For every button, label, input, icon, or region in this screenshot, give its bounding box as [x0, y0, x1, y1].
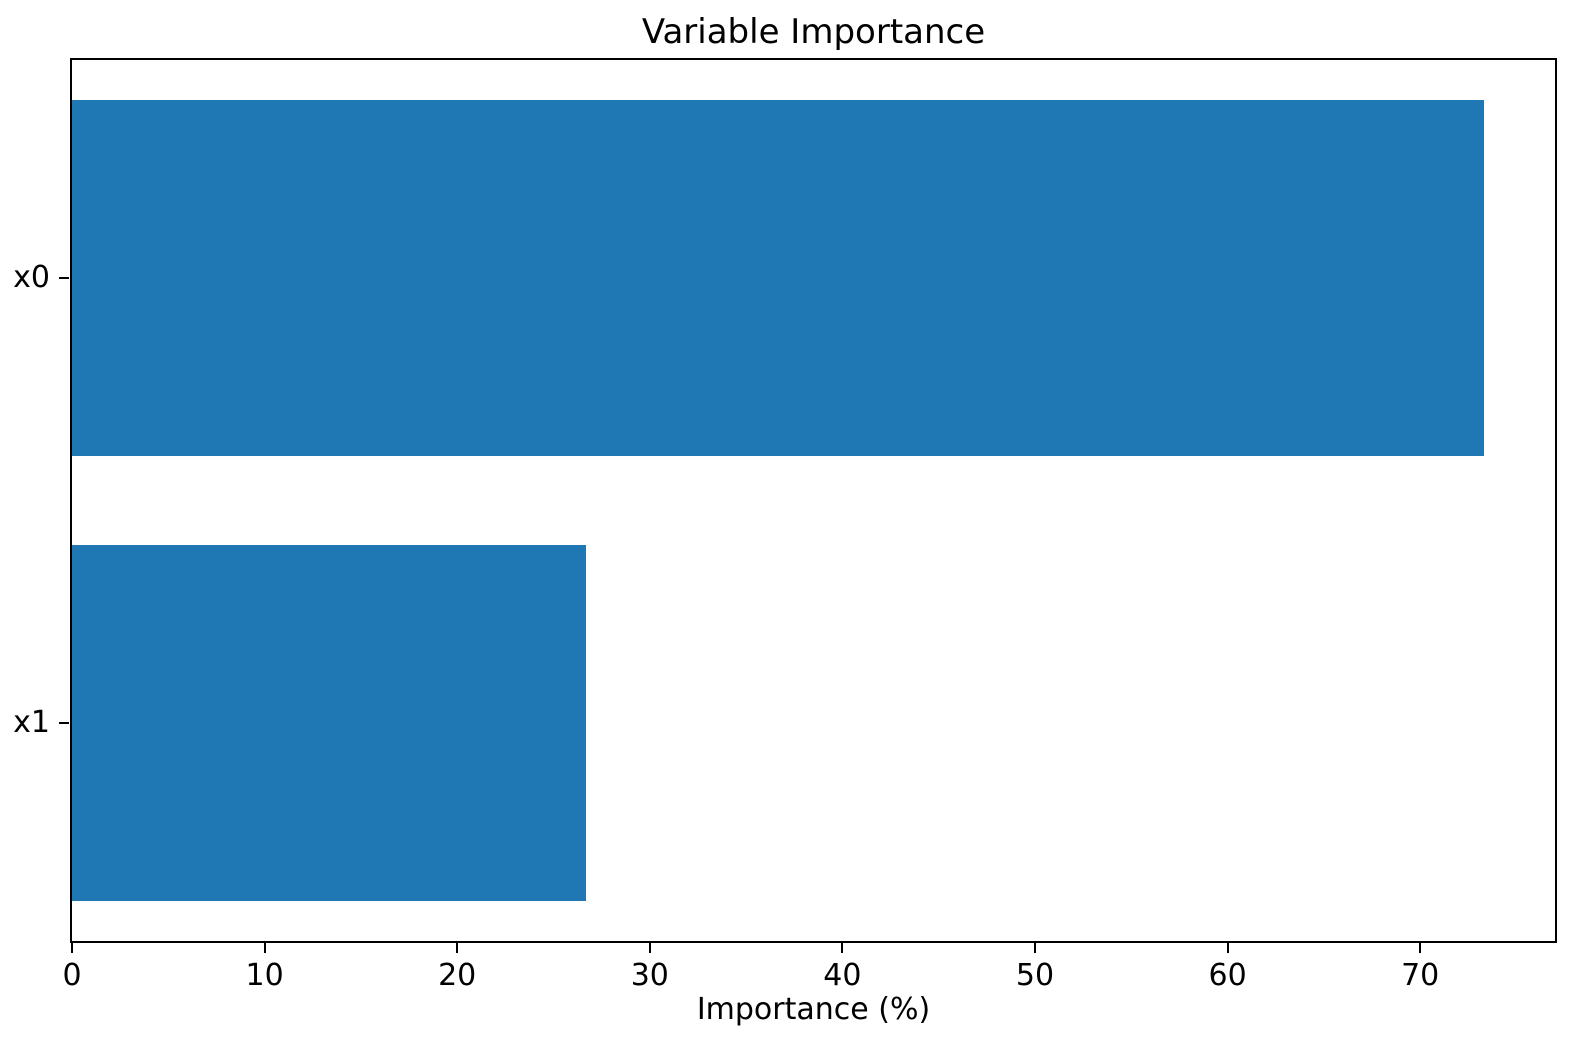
- x-tick-label-10: 10: [245, 958, 284, 993]
- y-tick-label-x0: x0: [13, 260, 50, 296]
- x-tick-mark-60: [1226, 943, 1229, 953]
- x-tick-label-60: 60: [1208, 958, 1247, 993]
- x-tick-mark-10: [263, 943, 266, 953]
- x-tick-label-40: 40: [823, 958, 862, 993]
- plot-area: [70, 58, 1557, 943]
- x-tick-mark-20: [456, 943, 459, 953]
- y-tick-label-x1: x1: [13, 704, 50, 740]
- x-tick-mark-40: [841, 943, 844, 953]
- x-tick-mark-70: [1419, 943, 1422, 953]
- x-tick-mark-0: [71, 943, 73, 953]
- x-tick-label-20: 20: [438, 958, 477, 993]
- x-tick-label-70: 70: [1401, 958, 1440, 993]
- x-tick-label-0: 0: [62, 958, 82, 993]
- chart-title: Variable Importance: [641, 12, 986, 52]
- y-tick-mark-x0: [59, 277, 69, 280]
- x-tick-label-30: 30: [630, 958, 669, 993]
- x-tick-mark-50: [1033, 943, 1036, 953]
- y-tick-mark-x1: [59, 721, 69, 724]
- bar-x0: [72, 100, 1484, 456]
- x-tick-label-50: 50: [1015, 958, 1055, 993]
- x-tick-mark-30: [648, 943, 651, 953]
- x-axis-label: Importance (%): [696, 992, 931, 1027]
- bar-x1: [72, 544, 587, 901]
